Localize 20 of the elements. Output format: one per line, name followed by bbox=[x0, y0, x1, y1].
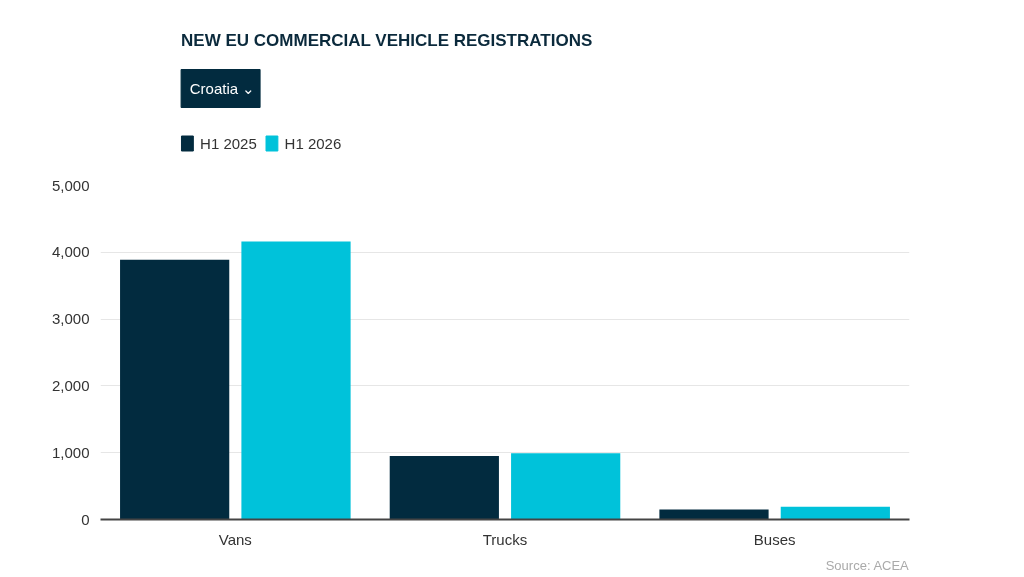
bar bbox=[780, 506, 890, 520]
y-tick-label: 5,000 bbox=[51, 176, 90, 194]
x-tick-label: Trucks bbox=[482, 530, 528, 548]
source-note: Source: ACEA bbox=[825, 557, 910, 573]
y-tick-label: 0 bbox=[81, 510, 90, 528]
legend-label: H1 2025 bbox=[200, 135, 257, 152]
chart-subtitle: Croatia ⌄ bbox=[189, 80, 256, 97]
bar bbox=[120, 259, 230, 520]
chart-title: NEW EU COMMERCIAL VEHICLE REGISTRATIONS bbox=[181, 31, 593, 50]
bar bbox=[511, 453, 621, 520]
y-tick-label: 1,000 bbox=[51, 443, 90, 461]
x-tick-label: Buses bbox=[753, 530, 796, 548]
bar bbox=[659, 509, 769, 520]
bar bbox=[389, 456, 499, 520]
y-tick-label: 2,000 bbox=[51, 376, 90, 394]
x-tick-label: Vans bbox=[218, 530, 252, 548]
bar bbox=[241, 241, 351, 520]
y-tick-label: 4,000 bbox=[51, 243, 90, 261]
y-tick-label: 3,000 bbox=[51, 310, 90, 328]
legend-label: H1 2026 bbox=[284, 135, 342, 152]
